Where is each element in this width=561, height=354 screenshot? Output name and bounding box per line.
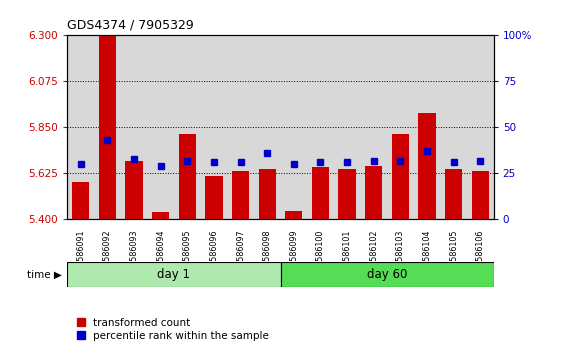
Bar [205, 176, 223, 219]
Bar [227, 35, 254, 219]
Bar [121, 35, 147, 219]
Bar [387, 35, 413, 219]
Text: day 1: day 1 [158, 268, 190, 281]
Bar [254, 35, 280, 219]
Bar [360, 35, 387, 219]
Bar [259, 169, 276, 219]
Bar [440, 35, 467, 219]
Bar [334, 35, 360, 219]
Bar [392, 133, 409, 219]
Bar [280, 262, 494, 287]
Bar [338, 169, 356, 219]
Bar [445, 169, 462, 219]
Bar [232, 171, 249, 219]
Bar [419, 113, 436, 219]
Bar [307, 35, 334, 219]
Bar [125, 161, 142, 219]
Bar [67, 35, 94, 219]
Bar [152, 212, 169, 219]
Bar [285, 211, 302, 219]
Bar [365, 166, 383, 219]
Bar [67, 262, 280, 287]
Bar [147, 35, 174, 219]
Bar [312, 167, 329, 219]
Bar [72, 182, 89, 219]
Bar [413, 35, 440, 219]
Bar [178, 133, 196, 219]
Bar [467, 35, 494, 219]
Legend: transformed count, percentile rank within the sample: transformed count, percentile rank withi… [72, 314, 273, 345]
Text: GDS4374 / 7905329: GDS4374 / 7905329 [67, 19, 194, 32]
Bar [201, 35, 227, 219]
Bar [472, 171, 489, 219]
Bar [99, 36, 116, 219]
Bar [94, 35, 121, 219]
Text: time ▶: time ▶ [27, 269, 62, 279]
Text: day 60: day 60 [367, 268, 407, 281]
Bar [280, 35, 307, 219]
Bar [174, 35, 201, 219]
